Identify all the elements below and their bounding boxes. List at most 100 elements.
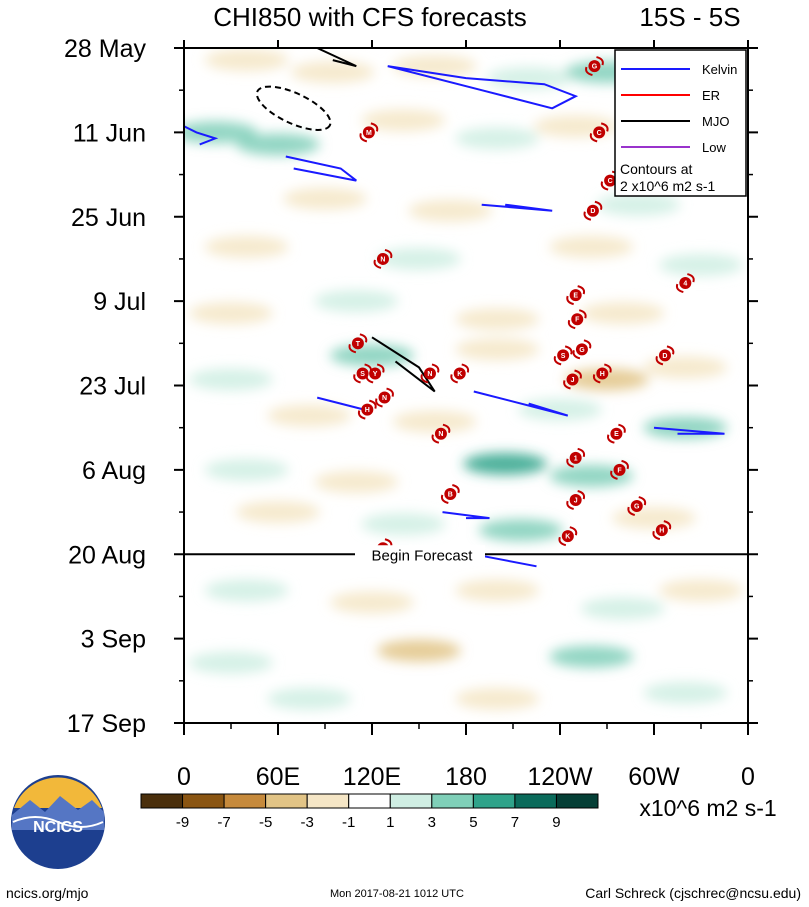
- storm-icon: [610, 427, 623, 440]
- colorbar-swatch: [472, 793, 516, 809]
- storm-letter: G: [579, 347, 585, 354]
- storm-icon: [604, 174, 617, 187]
- contour-mjo: [371, 336, 436, 393]
- storm-icon: [655, 524, 668, 537]
- colorbar-swatch: [431, 793, 474, 809]
- x-tick-label: 120E: [343, 763, 401, 791]
- storm-marker: T: [348, 333, 368, 354]
- colorbar-label: -7: [217, 814, 230, 831]
- storm-icon: [453, 367, 466, 380]
- colorbar-label: 1: [386, 814, 394, 831]
- logo-sun: [14, 777, 102, 808]
- anomaly-patch: [314, 290, 399, 313]
- storm-arm: [370, 122, 379, 132]
- storm-icon: [361, 403, 374, 416]
- storm-arm: [353, 374, 361, 384]
- anomaly-patch: [580, 597, 665, 620]
- anomaly-patch: [267, 687, 352, 710]
- colorbar-swatch: [223, 793, 267, 809]
- legend-label-er: ER: [702, 88, 720, 103]
- contour-kelvin: [442, 511, 490, 520]
- anomaly-patch: [518, 398, 602, 421]
- anomaly-patch: [408, 199, 493, 222]
- storm-arm: [376, 363, 385, 373]
- begin-forecast-label-bg: [355, 545, 485, 564]
- x-tick-label: 180: [445, 763, 487, 791]
- storm-icon: [434, 427, 447, 440]
- colorbar-label: 3: [428, 814, 436, 831]
- anomaly-patch: [455, 579, 540, 602]
- storm-arm: [574, 369, 582, 379]
- storm-arm: [592, 374, 601, 384]
- storm-arm: [567, 319, 576, 330]
- storm-marker: N: [431, 423, 451, 444]
- storm-marker: G: [572, 339, 592, 360]
- anomaly-patch: [204, 458, 289, 481]
- storm-marker: C: [589, 122, 609, 143]
- anomaly-patch: [659, 253, 743, 276]
- anomaly-patch: [549, 464, 634, 487]
- storm-arm: [638, 496, 647, 506]
- storm-arm: [431, 434, 440, 444]
- anomaly-patch: [204, 49, 289, 72]
- storm-arm: [359, 133, 368, 143]
- storm-arm: [607, 434, 615, 444]
- contour-layer: [184, 48, 725, 568]
- anomaly-patch: [455, 308, 540, 331]
- anomaly-patch: [533, 115, 618, 138]
- footer-right: Carl Schreck (cjschrec@ncsu.edu): [585, 885, 801, 901]
- colorbar-label: -5: [259, 814, 272, 831]
- storm-letter: C: [608, 178, 613, 185]
- storm-marker: N: [373, 248, 393, 269]
- storm-marker: E: [566, 285, 586, 306]
- storm-letter: J: [574, 498, 578, 505]
- colorbar-swatch: [140, 793, 184, 809]
- chart-title: CHI850 with CFS forecasts: [213, 2, 527, 32]
- anomaly-patch: [189, 368, 273, 391]
- storm-letter: D: [590, 208, 595, 215]
- anomaly-patch: [549, 235, 634, 258]
- storm-letter: G: [634, 504, 640, 511]
- logo-mountains: [12, 796, 104, 830]
- anomaly-patch: [189, 302, 273, 325]
- begin-forecast-label: Begin Forecast: [372, 547, 474, 564]
- storm-marker: H: [592, 363, 612, 384]
- y-tick-label: 28 May: [64, 35, 146, 63]
- storm-marker: G: [627, 496, 647, 517]
- anomaly-patch: [283, 187, 367, 210]
- storm-letter: 4: [683, 281, 687, 288]
- storm-arm: [652, 530, 661, 541]
- storm-arm: [600, 181, 609, 191]
- storm-arm: [384, 248, 393, 259]
- anomaly-patch: [596, 193, 681, 216]
- x-tick-label: 60W: [628, 763, 680, 791]
- y-tick-label: 3 Sep: [81, 626, 146, 654]
- colorbar-label: -9: [176, 814, 189, 831]
- storm-arm: [583, 339, 592, 349]
- storm-arm: [578, 309, 587, 319]
- storm-marker: E: [607, 423, 626, 444]
- storm-letter: K: [565, 534, 570, 541]
- storm-arm: [610, 470, 618, 480]
- storm-marker: J: [563, 369, 582, 390]
- anomaly-patch: [267, 404, 352, 427]
- storm-arm: [563, 380, 571, 390]
- storm-marker: N: [420, 363, 440, 384]
- storm-arm: [566, 500, 574, 510]
- colorbar-units: x10^6 m2 s-1: [639, 795, 776, 821]
- storm-letter: B: [448, 491, 453, 498]
- storm-letter: H: [659, 528, 664, 535]
- anomaly-patch: [392, 55, 477, 78]
- colorbar-swatch: [306, 793, 350, 809]
- storm-icon: [444, 487, 457, 500]
- storm-icon: [569, 289, 582, 302]
- storm-letter: F: [575, 317, 580, 324]
- anomaly-patch: [643, 356, 728, 379]
- storm-arm: [373, 259, 382, 269]
- storm-letter: N: [380, 256, 385, 263]
- storm-icon: [356, 367, 369, 380]
- legend-label-mjo: MJO: [702, 114, 729, 129]
- contour-kelvin: [387, 65, 579, 110]
- storm-icon: [423, 367, 436, 380]
- storm-arm: [450, 374, 459, 384]
